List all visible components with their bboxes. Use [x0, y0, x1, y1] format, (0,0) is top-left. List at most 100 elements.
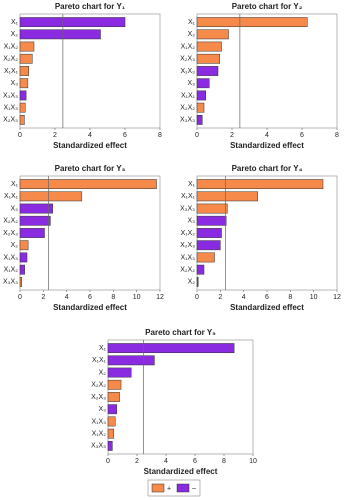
bar: [196, 41, 222, 52]
y-tick-label: X₂X₂: [180, 105, 195, 112]
bar: [107, 355, 155, 366]
x-tick-label: 6: [300, 132, 304, 139]
bar: [196, 252, 215, 263]
legend-swatch: [176, 483, 190, 493]
bar: [19, 191, 83, 202]
bar: [19, 264, 25, 275]
y-tick-label: X₁: [188, 19, 196, 26]
bar: [196, 228, 222, 238]
y-tick-label: X₁: [188, 181, 196, 188]
bar: [19, 240, 29, 251]
y-tick-label: X₁X₁: [4, 193, 19, 200]
y-tick-label: X₁: [11, 181, 19, 188]
chart-title: Pareto chart for Y₅: [145, 328, 216, 337]
y-tick-label: X₃: [10, 205, 18, 212]
x-tick-label: 10: [133, 294, 141, 301]
x-tick-label: 0: [195, 132, 199, 139]
y-tick-label: X₁X₁: [92, 357, 107, 364]
y-tick-label: X₃: [10, 80, 18, 87]
bar: [19, 215, 51, 226]
y-tick-label: X₂: [99, 369, 107, 376]
y-tick-label: X₂: [188, 279, 196, 286]
x-tick-label: 0: [18, 294, 22, 301]
x-tick-label: 8: [222, 458, 226, 465]
y-tick-label: X₂: [188, 31, 196, 38]
bar: [196, 78, 210, 89]
y-tick-label: X₁X₁: [181, 193, 196, 200]
y-tick-label: X₃X₃: [180, 205, 195, 212]
y-tick-label: X₂X₃: [91, 394, 106, 401]
x-tick-label: 2: [218, 294, 222, 301]
bar: [196, 264, 205, 275]
chart-title: Pareto chart for Y₄: [232, 164, 303, 173]
chart-title: Pareto chart for Y₁: [55, 2, 126, 11]
bar: [107, 392, 120, 402]
y-tick-label: X₃X₃: [3, 92, 18, 99]
x-tick-label: 6: [123, 132, 127, 139]
x-tick-label: 6: [193, 458, 197, 465]
x-tick-label: 8: [158, 132, 162, 139]
x-tick-label: 12: [333, 294, 341, 301]
y-tick-label: X₂X₃: [180, 242, 195, 249]
x-tick-label: 0: [18, 132, 22, 139]
x-tick-label: 0: [195, 294, 199, 301]
y-tick-label: X₁X₃: [180, 254, 195, 261]
x-tick-label: 6: [265, 294, 269, 301]
y-tick-label: X₂X₃: [3, 117, 18, 124]
y-tick-label: X₁X₂: [181, 230, 196, 237]
x-tick-label: 6: [88, 294, 92, 301]
x-tick-label: 8: [111, 294, 115, 301]
bar: [107, 367, 132, 378]
bar: [196, 17, 308, 28]
y-tick-label: X₁X₃: [91, 418, 106, 425]
legend-label: –: [192, 485, 196, 492]
bar: [107, 343, 235, 354]
x-tick-label: 2: [41, 294, 45, 301]
y-tick-label: X₂X₂: [180, 267, 195, 274]
bar: [19, 252, 28, 263]
x-tick-label: 12: [156, 294, 164, 301]
x-tick-label: 8: [288, 294, 292, 301]
bar: [196, 53, 220, 64]
x-axis-label: Standardized effect: [53, 141, 127, 150]
bar: [19, 90, 27, 101]
y-tick-label: X₁X₃: [180, 68, 195, 75]
x-tick-label: 4: [164, 458, 168, 465]
y-tick-label: X₁X₁: [4, 68, 19, 75]
x-tick-label: 4: [265, 132, 269, 139]
x-tick-label: 10: [310, 294, 318, 301]
x-axis-label: Standardized effect: [144, 467, 218, 476]
bar: [19, 179, 157, 190]
chart-title: Pareto chart for Y₃: [55, 164, 126, 173]
y-tick-label: X₁X₁: [181, 92, 196, 99]
bar: [107, 379, 122, 390]
bar: [196, 276, 199, 287]
x-tick-label: 4: [242, 294, 246, 301]
x-tick-label: 0: [106, 458, 110, 465]
x-axis-label: Standardized effect: [230, 141, 304, 150]
y-tick-label: X₂X₃: [3, 230, 18, 237]
bar: [19, 53, 33, 64]
y-tick-label: X₁X₂: [92, 431, 107, 438]
y-tick-label: X₁X₂: [4, 43, 19, 50]
x-tick-label: 8: [335, 132, 339, 139]
y-tick-label: X₂: [11, 242, 19, 249]
x-axis-label: Standardized effect: [230, 303, 304, 312]
y-tick-label: X₃X₃: [3, 279, 18, 286]
y-tick-label: X₂X₂: [3, 56, 18, 63]
bar: [19, 102, 26, 113]
y-tick-label: X₃X₃: [180, 117, 195, 124]
bar: [196, 191, 258, 202]
y-tick-label: X₁X₃: [3, 254, 18, 261]
x-tick-label: 2: [135, 458, 139, 465]
y-tick-label: X₂X₂: [3, 218, 18, 225]
bar: [196, 90, 206, 101]
chart-title: Pareto chart for Y₂: [232, 2, 303, 11]
legend-swatch: [151, 483, 165, 493]
y-tick-label: X₂X₃: [180, 56, 195, 63]
bar: [19, 276, 22, 287]
y-tick-label: X₁X₂: [4, 267, 19, 274]
bar: [107, 428, 115, 439]
y-tick-label: X₂X₂: [91, 382, 106, 389]
